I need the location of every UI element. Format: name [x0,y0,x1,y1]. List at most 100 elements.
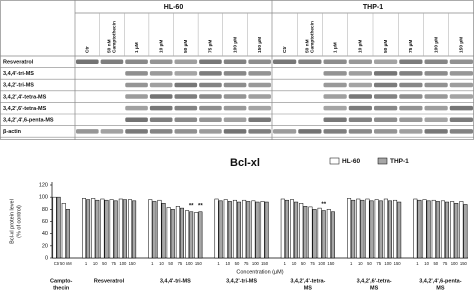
bar [360,199,365,259]
group-label: 3,4,2'-tri-MS [226,278,257,284]
x-tick-label: 150 [460,261,468,266]
bar [128,199,133,259]
blot-group-label: HL-60 [164,4,184,11]
blot-band [449,82,473,88]
bar [264,201,269,259]
bar [459,201,464,259]
bar [422,199,427,259]
blot-band [174,117,198,122]
x-tick-label: 150 [327,261,335,266]
legend-label: THP-1 [390,158,409,165]
blot-band [174,94,198,99]
blot-band [174,129,198,134]
bar [198,211,203,259]
blot-band [199,129,222,134]
blot-band [149,129,173,134]
x-tick-label: 75 [244,261,249,266]
y-axis-label: (% of control) [16,205,22,238]
blot-band [399,59,423,64]
blot-band [449,94,473,99]
bar [214,198,219,259]
bar [426,200,431,259]
bar [148,199,153,259]
blot-band [298,129,322,134]
blot-band [374,59,398,64]
group-label: MS [304,285,313,291]
blot-band [248,129,271,134]
x-tick-label: 10 [424,261,429,266]
bar [280,198,285,259]
x-tick-label: 150 [195,261,203,266]
blot-band [199,59,222,64]
blot-band [374,94,398,99]
y-tick-label: 0 [45,255,48,261]
blot-column-label: 50 nM [305,39,311,53]
blot-band [273,59,297,64]
x-tick-label: 75 [111,261,116,266]
blot-band [348,129,372,134]
x-tick-label: 1 [350,261,353,266]
blot-column-label: 50 µM [183,40,189,53]
blot-band [223,59,247,64]
blot-band [76,59,99,64]
bar [365,198,370,259]
group-label: Campto- [50,278,72,284]
blot-band [424,59,448,64]
bar [347,198,352,259]
blot-group-label: THP-1 [363,4,383,11]
blot-band [199,105,222,111]
x-tick-label: 50 [301,261,306,266]
bar [417,199,422,259]
bar [179,207,184,259]
x-tick-label: 100 [252,261,260,266]
bar [454,203,459,259]
y-tick-label: 40 [42,231,48,237]
blot-column-label: Camptothecin [112,21,118,53]
x-tick-label: 1 [85,261,88,266]
blot-band [399,129,423,134]
blot-band [174,71,198,76]
blot-column-label: 10 µM [158,40,164,53]
x-tick-label: 50 [102,261,107,266]
blot-band [248,71,271,76]
blot-band [248,59,271,64]
bar [189,211,194,259]
bar [109,199,114,259]
blot-band [248,105,271,111]
bar [237,201,242,259]
blot-column-label: 50 µM [383,40,389,53]
blot-band [199,94,222,99]
bar [317,207,322,259]
group-label: MS [436,285,445,291]
blot-band [149,71,173,76]
blot-column-label: 50 nM [107,39,113,53]
blot-band [449,59,473,64]
bar [260,201,265,259]
blot-band [399,82,423,88]
x-tick-label: 100 [384,261,392,266]
legend-label: HL-60 [342,158,360,165]
bar [294,201,299,259]
bar [397,201,402,259]
x-tick-label: 75 [178,261,183,266]
y-tick-label: 20 [42,243,48,249]
bar [86,199,91,259]
blot-band [449,71,473,76]
legend-swatch [329,157,340,165]
bar [299,203,304,259]
bar [251,200,256,259]
y-tick-label: 80 [42,207,48,213]
bar [374,199,379,259]
x-tick-label: 10 [292,261,297,266]
blot-band [298,59,322,64]
blot-column-label: 150 µM [459,37,465,53]
blot-row-label: 3,4,2'-tri-MS [3,83,34,89]
bar [431,199,436,259]
blot-band [149,117,173,122]
bar [113,200,118,259]
bar [56,196,61,259]
blot-band [374,117,398,122]
group-label: 3,4,2',4'-tetra- [290,278,325,284]
blot-band [125,129,148,134]
blot-band [449,129,473,134]
